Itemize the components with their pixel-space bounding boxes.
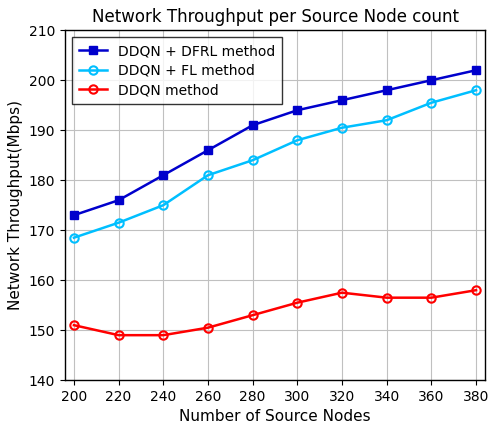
- X-axis label: Number of Source Nodes: Number of Source Nodes: [179, 410, 371, 424]
- Title: Network Throughput per Source Node count: Network Throughput per Source Node count: [92, 8, 458, 26]
- DDQN + FL method: [428, 100, 434, 105]
- DDQN method: [250, 313, 256, 318]
- DDQN method: [116, 333, 121, 338]
- DDQN + DFRL method: [116, 197, 121, 203]
- DDQN + FL method: [250, 158, 256, 163]
- DDQN + FL method: [294, 138, 300, 143]
- DDQN + FL method: [205, 173, 211, 178]
- DDQN + FL method: [339, 125, 345, 130]
- DDQN + DFRL method: [473, 68, 479, 73]
- DDQN + DFRL method: [160, 173, 166, 178]
- DDQN method: [473, 288, 479, 293]
- DDQN + FL method: [71, 235, 77, 240]
- DDQN + DFRL method: [384, 88, 390, 93]
- Line: DDQN method: DDQN method: [70, 286, 480, 340]
- DDQN + DFRL method: [205, 148, 211, 153]
- DDQN + DFRL method: [71, 213, 77, 218]
- Legend: DDQN + DFRL method, DDQN + FL method, DDQN method: DDQN + DFRL method, DDQN + FL method, DD…: [72, 37, 282, 104]
- DDQN method: [71, 323, 77, 328]
- DDQN + FL method: [116, 220, 121, 225]
- Line: DDQN + FL method: DDQN + FL method: [70, 86, 480, 242]
- DDQN method: [339, 290, 345, 295]
- DDQN method: [428, 295, 434, 300]
- DDQN + DFRL method: [250, 123, 256, 128]
- DDQN + FL method: [160, 203, 166, 208]
- DDQN method: [384, 295, 390, 300]
- Y-axis label: Network Throughput(Mbps): Network Throughput(Mbps): [8, 100, 23, 310]
- DDQN + FL method: [473, 88, 479, 93]
- Line: DDQN + DFRL method: DDQN + DFRL method: [70, 66, 480, 219]
- DDQN + FL method: [384, 118, 390, 123]
- DDQN method: [205, 325, 211, 330]
- DDQN method: [160, 333, 166, 338]
- DDQN + DFRL method: [339, 98, 345, 103]
- DDQN + DFRL method: [294, 108, 300, 113]
- DDQN method: [294, 300, 300, 305]
- DDQN + DFRL method: [428, 78, 434, 83]
